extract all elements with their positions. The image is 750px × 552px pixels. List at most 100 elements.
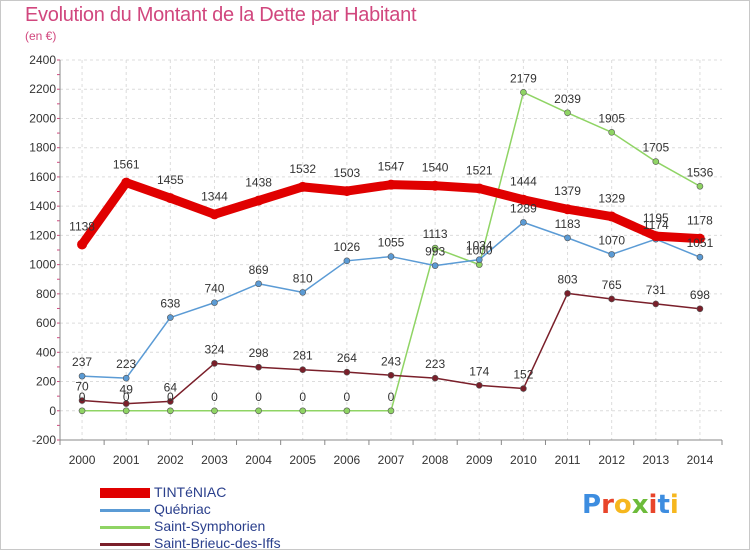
- data-point-tinteniac: [77, 239, 88, 250]
- data-label-quebriac: 1174: [643, 218, 669, 232]
- data-label-saint-brieuc: 298: [249, 346, 269, 360]
- data-point-saint-brieuc: [122, 400, 130, 407]
- data-point-quebriac: [475, 256, 483, 263]
- legend-swatch-saint-brieuc: [100, 543, 150, 546]
- data-point-tinteniac: [650, 231, 661, 242]
- data-point-saint-brieuc: [78, 397, 86, 404]
- x-tick-label: 2008: [422, 453, 449, 467]
- data-point-tinteniac: [518, 194, 529, 205]
- data-label-saint-brieuc: 174: [469, 364, 489, 378]
- data-point-saint-symphorien: [299, 407, 307, 415]
- legend-label-saint-brieuc: Saint-Brieuc-des-Iffs: [154, 535, 281, 551]
- data-label-tinteniac: 1195: [643, 211, 669, 225]
- data-label-quebriac: 1051: [687, 236, 714, 250]
- data-label-saint-symphorien: 2179: [510, 71, 537, 85]
- data-point-tinteniac: [430, 180, 441, 191]
- x-tick-label: 2000: [69, 453, 96, 467]
- legend-item-tinteniac: TINTéNIAC: [100, 484, 400, 501]
- data-label-saint-symphorien: 0: [211, 390, 218, 404]
- data-label-saint-brieuc: 698: [690, 288, 710, 302]
- data-point-tinteniac: [606, 211, 617, 222]
- data-point-tinteniac: [165, 193, 176, 204]
- data-point-saint-brieuc: [608, 295, 615, 303]
- data-point-saint-brieuc: [696, 305, 704, 313]
- data-label-tinteniac: 1444: [510, 175, 537, 189]
- y-tick-label: 200: [36, 375, 56, 389]
- data-point-quebriac: [167, 314, 174, 321]
- data-point-quebriac: [608, 251, 615, 258]
- data-point-quebriac: [78, 372, 86, 380]
- legend-swatch-saint-symphorien: [100, 526, 150, 529]
- data-label-saint-brieuc: 264: [337, 351, 357, 365]
- data-label-tinteniac: 1455: [157, 173, 184, 187]
- data-point-saint-symphorien: [652, 158, 660, 165]
- data-point-tinteniac: [386, 179, 396, 190]
- data-point-tinteniac: [341, 186, 352, 197]
- data-label-quebriac: 1183: [555, 217, 581, 231]
- data-label-tinteniac: 1329: [598, 192, 625, 206]
- data-point-tinteniac: [253, 195, 264, 206]
- logo-letter: t: [657, 490, 670, 520]
- x-tick-label: 2003: [201, 453, 228, 467]
- x-tick-label: 2002: [157, 453, 184, 467]
- data-label-saint-symphorien: 0: [344, 390, 351, 404]
- y-tick-label: 2200: [29, 82, 56, 96]
- data-label-tinteniac: 1521: [466, 163, 493, 177]
- y-tick-label: -200: [32, 433, 56, 447]
- data-label-saint-symphorien: 0: [79, 390, 86, 404]
- data-label-saint-brieuc: 324: [204, 342, 224, 356]
- data-label-saint-symphorien: 0: [299, 390, 306, 404]
- data-point-saint-symphorien: [520, 89, 527, 96]
- y-tick-label: 600: [36, 316, 56, 330]
- data-point-saint-brieuc: [255, 363, 262, 371]
- data-point-saint-symphorien: [387, 407, 395, 415]
- logo-letter: x: [631, 490, 649, 520]
- data-point-saint-symphorien: [696, 182, 704, 190]
- x-tick-label: 2006: [334, 453, 361, 467]
- data-label-saint-symphorien: 0: [123, 390, 130, 404]
- data-point-saint-symphorien: [122, 407, 130, 415]
- data-label-saint-symphorien: 0: [388, 390, 395, 404]
- data-label-quebriac: 1034: [466, 239, 493, 253]
- data-label-quebriac: 638: [160, 297, 180, 311]
- chart-title: Evolution du Montant de la Dette par Hab…: [25, 4, 417, 26]
- y-tick-label: 1400: [29, 199, 56, 213]
- data-label-saint-symphorien: 1905: [598, 111, 625, 125]
- data-point-saint-symphorien: [343, 407, 351, 415]
- data-point-saint-symphorien: [78, 407, 86, 415]
- data-point-tinteniac: [474, 183, 485, 194]
- y-tick-label: 1800: [29, 141, 56, 155]
- data-label-quebriac: 869: [249, 263, 269, 277]
- data-label-quebriac: 223: [116, 357, 136, 371]
- y-tick-label: 1200: [29, 228, 56, 242]
- proxiti-logo: Proxiti: [582, 490, 679, 520]
- data-point-quebriac: [211, 299, 218, 306]
- data-point-saint-brieuc: [652, 300, 660, 308]
- data-label-tinteniac: 1438: [245, 176, 272, 190]
- data-label-quebriac: 1289: [510, 201, 537, 215]
- data-point-saint-brieuc: [564, 290, 571, 297]
- legend-label-quebriac: Québriac: [154, 501, 211, 517]
- data-label-saint-brieuc: 223: [425, 357, 445, 371]
- data-point-tinteniac: [562, 204, 573, 215]
- logo-letter: i: [669, 490, 679, 520]
- x-tick-label: 2011: [555, 453, 581, 467]
- legend-swatch-tinteniac: [100, 488, 150, 498]
- data-label-quebriac: 810: [293, 271, 313, 285]
- x-tick-label: 2014: [687, 453, 714, 467]
- legend-swatch-quebriac: [100, 509, 150, 512]
- data-label-tinteniac: 1379: [554, 184, 581, 198]
- data-point-quebriac: [520, 219, 527, 226]
- data-point-saint-brieuc: [431, 374, 439, 382]
- data-label-saint-brieuc: 70: [75, 380, 89, 394]
- y-tick-label: 2400: [29, 53, 56, 67]
- data-label-quebriac: 740: [204, 282, 224, 296]
- data-point-tinteniac: [694, 233, 705, 244]
- data-point-tinteniac: [121, 177, 132, 188]
- logo-letter: i: [648, 490, 658, 520]
- logo-letter: P: [582, 490, 602, 520]
- data-point-saint-symphorien: [211, 407, 218, 415]
- data-label-saint-brieuc: 243: [381, 354, 401, 368]
- data-label-tinteniac: 1344: [201, 189, 228, 203]
- legend-label-saint-symphorien: Saint-Symphorien: [154, 518, 266, 534]
